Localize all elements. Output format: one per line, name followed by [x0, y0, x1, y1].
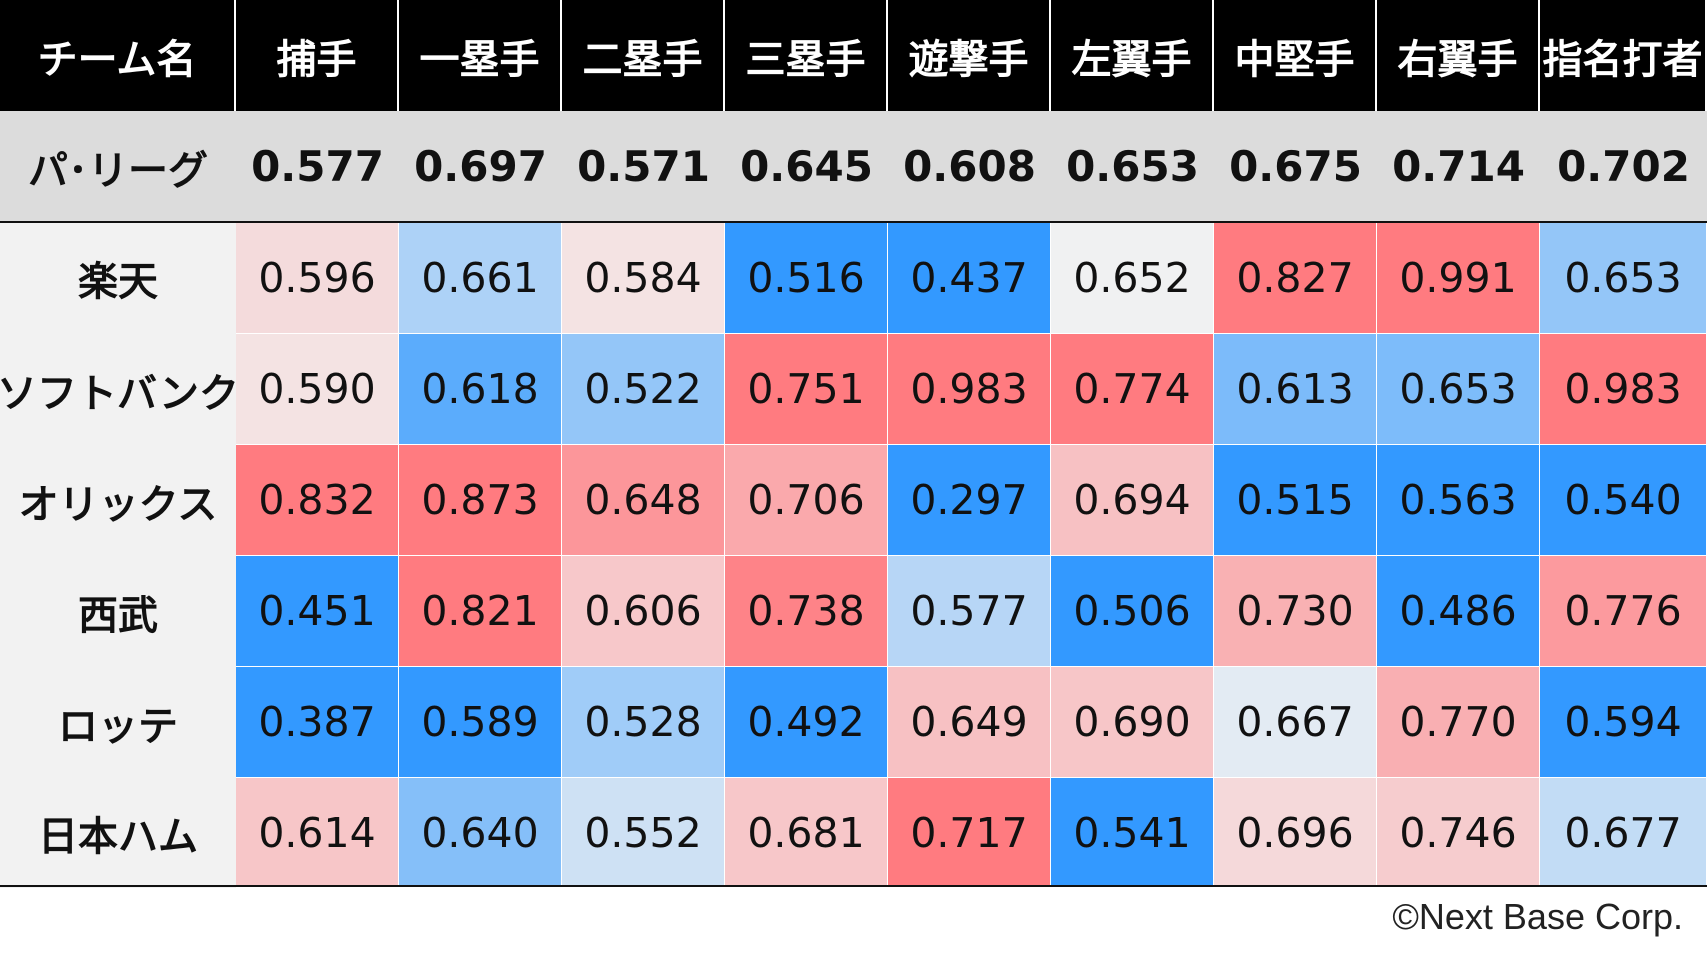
team-label: 日本ハム: [0, 778, 236, 888]
league-average-cell: 0.714: [1377, 111, 1540, 222]
heatmap-cell: 0.437: [888, 222, 1051, 334]
heatmap-cell: 0.730: [1214, 556, 1377, 667]
heatmap-cell: 0.653: [1377, 334, 1540, 445]
heatmap-cell: 0.827: [1214, 222, 1377, 334]
heatmap-cell: 0.506: [1051, 556, 1214, 667]
header-position-1: 捕手: [236, 0, 399, 111]
heatmap-cell: 0.563: [1377, 445, 1540, 556]
heatmap-cell: 0.776: [1540, 556, 1707, 667]
heatmap-cell: 0.770: [1377, 667, 1540, 778]
heatmap-cell: 0.451: [236, 556, 399, 667]
heatmap-cell: 0.486: [1377, 556, 1540, 667]
heatmap-cell: 0.652: [1051, 222, 1214, 334]
league-average-cell: 0.571: [562, 111, 725, 222]
header-team-name: チーム名: [0, 0, 236, 111]
header-position-2: 一塁手: [399, 0, 562, 111]
heatmap-cell: 0.516: [725, 222, 888, 334]
league-average-cell: 0.702: [1540, 111, 1707, 222]
heatmap-cell: 0.540: [1540, 445, 1707, 556]
league-label: パ･リーグ: [0, 111, 236, 222]
league-average-cell: 0.697: [399, 111, 562, 222]
heatmap-cell: 0.577: [888, 556, 1051, 667]
heatmap-cell: 0.706: [725, 445, 888, 556]
team-label: ロッテ: [0, 667, 236, 778]
league-average-cell: 0.577: [236, 111, 399, 222]
heatmap-cell: 0.991: [1377, 222, 1540, 334]
heatmap-cell: 0.694: [1051, 445, 1214, 556]
heatmap-cell: 0.653: [1540, 222, 1707, 334]
heatmap-cell: 0.690: [1051, 667, 1214, 778]
team-label: 西武: [0, 556, 236, 667]
league-average-cell: 0.675: [1214, 111, 1377, 222]
header-position-6: 左翼手: [1051, 0, 1214, 111]
heatmap-cell: 0.648: [562, 445, 725, 556]
heatmap-cell: 0.983: [1540, 334, 1707, 445]
heatmap-cell: 0.746: [1377, 778, 1540, 888]
heatmap-cell: 0.640: [399, 778, 562, 888]
heatmap-cell: 0.297: [888, 445, 1051, 556]
table-divider: [0, 885, 1707, 887]
heatmap-cell: 0.738: [725, 556, 888, 667]
heatmap-cell: 0.552: [562, 778, 725, 888]
heatmap-cell: 0.589: [399, 667, 562, 778]
heatmap-cell: 0.515: [1214, 445, 1377, 556]
heatmap-cell: 0.590: [236, 334, 399, 445]
heatmap-cell: 0.696: [1214, 778, 1377, 888]
team-label: オリックス: [0, 445, 236, 556]
heatmap-cell: 0.667: [1214, 667, 1377, 778]
heatmap-cell: 0.751: [725, 334, 888, 445]
heatmap-cell: 0.717: [888, 778, 1051, 888]
heatmap-cell: 0.983: [888, 334, 1051, 445]
heatmap-cell: 0.649: [888, 667, 1051, 778]
header-position-3: 二塁手: [562, 0, 725, 111]
header-position-7: 中堅手: [1214, 0, 1377, 111]
heatmap-cell: 0.492: [725, 667, 888, 778]
league-average-cell: 0.645: [725, 111, 888, 222]
header-position-5: 遊撃手: [888, 0, 1051, 111]
team-label: ソフトバンク: [0, 334, 236, 445]
heatmap-cell: 0.681: [725, 778, 888, 888]
heatmap-cell: 0.661: [399, 222, 562, 334]
copyright-text: ©Next Base Corp.: [1392, 896, 1683, 937]
header-position-4: 三塁手: [725, 0, 888, 111]
header-position-9: 指名打者: [1540, 0, 1707, 111]
table-divider: [0, 221, 1707, 223]
heatmap-cell: 0.528: [562, 667, 725, 778]
heatmap-cell: 0.873: [399, 445, 562, 556]
heatmap-cell: 0.821: [399, 556, 562, 667]
heatmap-cell: 0.594: [1540, 667, 1707, 778]
heatmap-cell: 0.606: [562, 556, 725, 667]
league-average-cell: 0.608: [888, 111, 1051, 222]
heatmap-cell: 0.522: [562, 334, 725, 445]
heatmap-cell: 0.584: [562, 222, 725, 334]
heatmap-table: チーム名 捕手 一塁手 二塁手 三塁手 遊撃手 左翼手 中堅手 右翼手 指名打者 パ･リーグ 0.57…: [0, 0, 1707, 888]
heatmap-cell: 0.541: [1051, 778, 1214, 888]
league-average-cell: 0.653: [1051, 111, 1214, 222]
heatmap-cell: 0.618: [399, 334, 562, 445]
heatmap-cell: 0.677: [1540, 778, 1707, 888]
heatmap-cell: 0.774: [1051, 334, 1214, 445]
heatmap-cell: 0.387: [236, 667, 399, 778]
heatmap-cell: 0.832: [236, 445, 399, 556]
header-position-8: 右翼手: [1377, 0, 1540, 111]
team-label: 楽天: [0, 222, 236, 334]
heatmap-cell: 0.596: [236, 222, 399, 334]
heatmap-cell: 0.613: [1214, 334, 1377, 445]
heatmap-cell: 0.614: [236, 778, 399, 888]
